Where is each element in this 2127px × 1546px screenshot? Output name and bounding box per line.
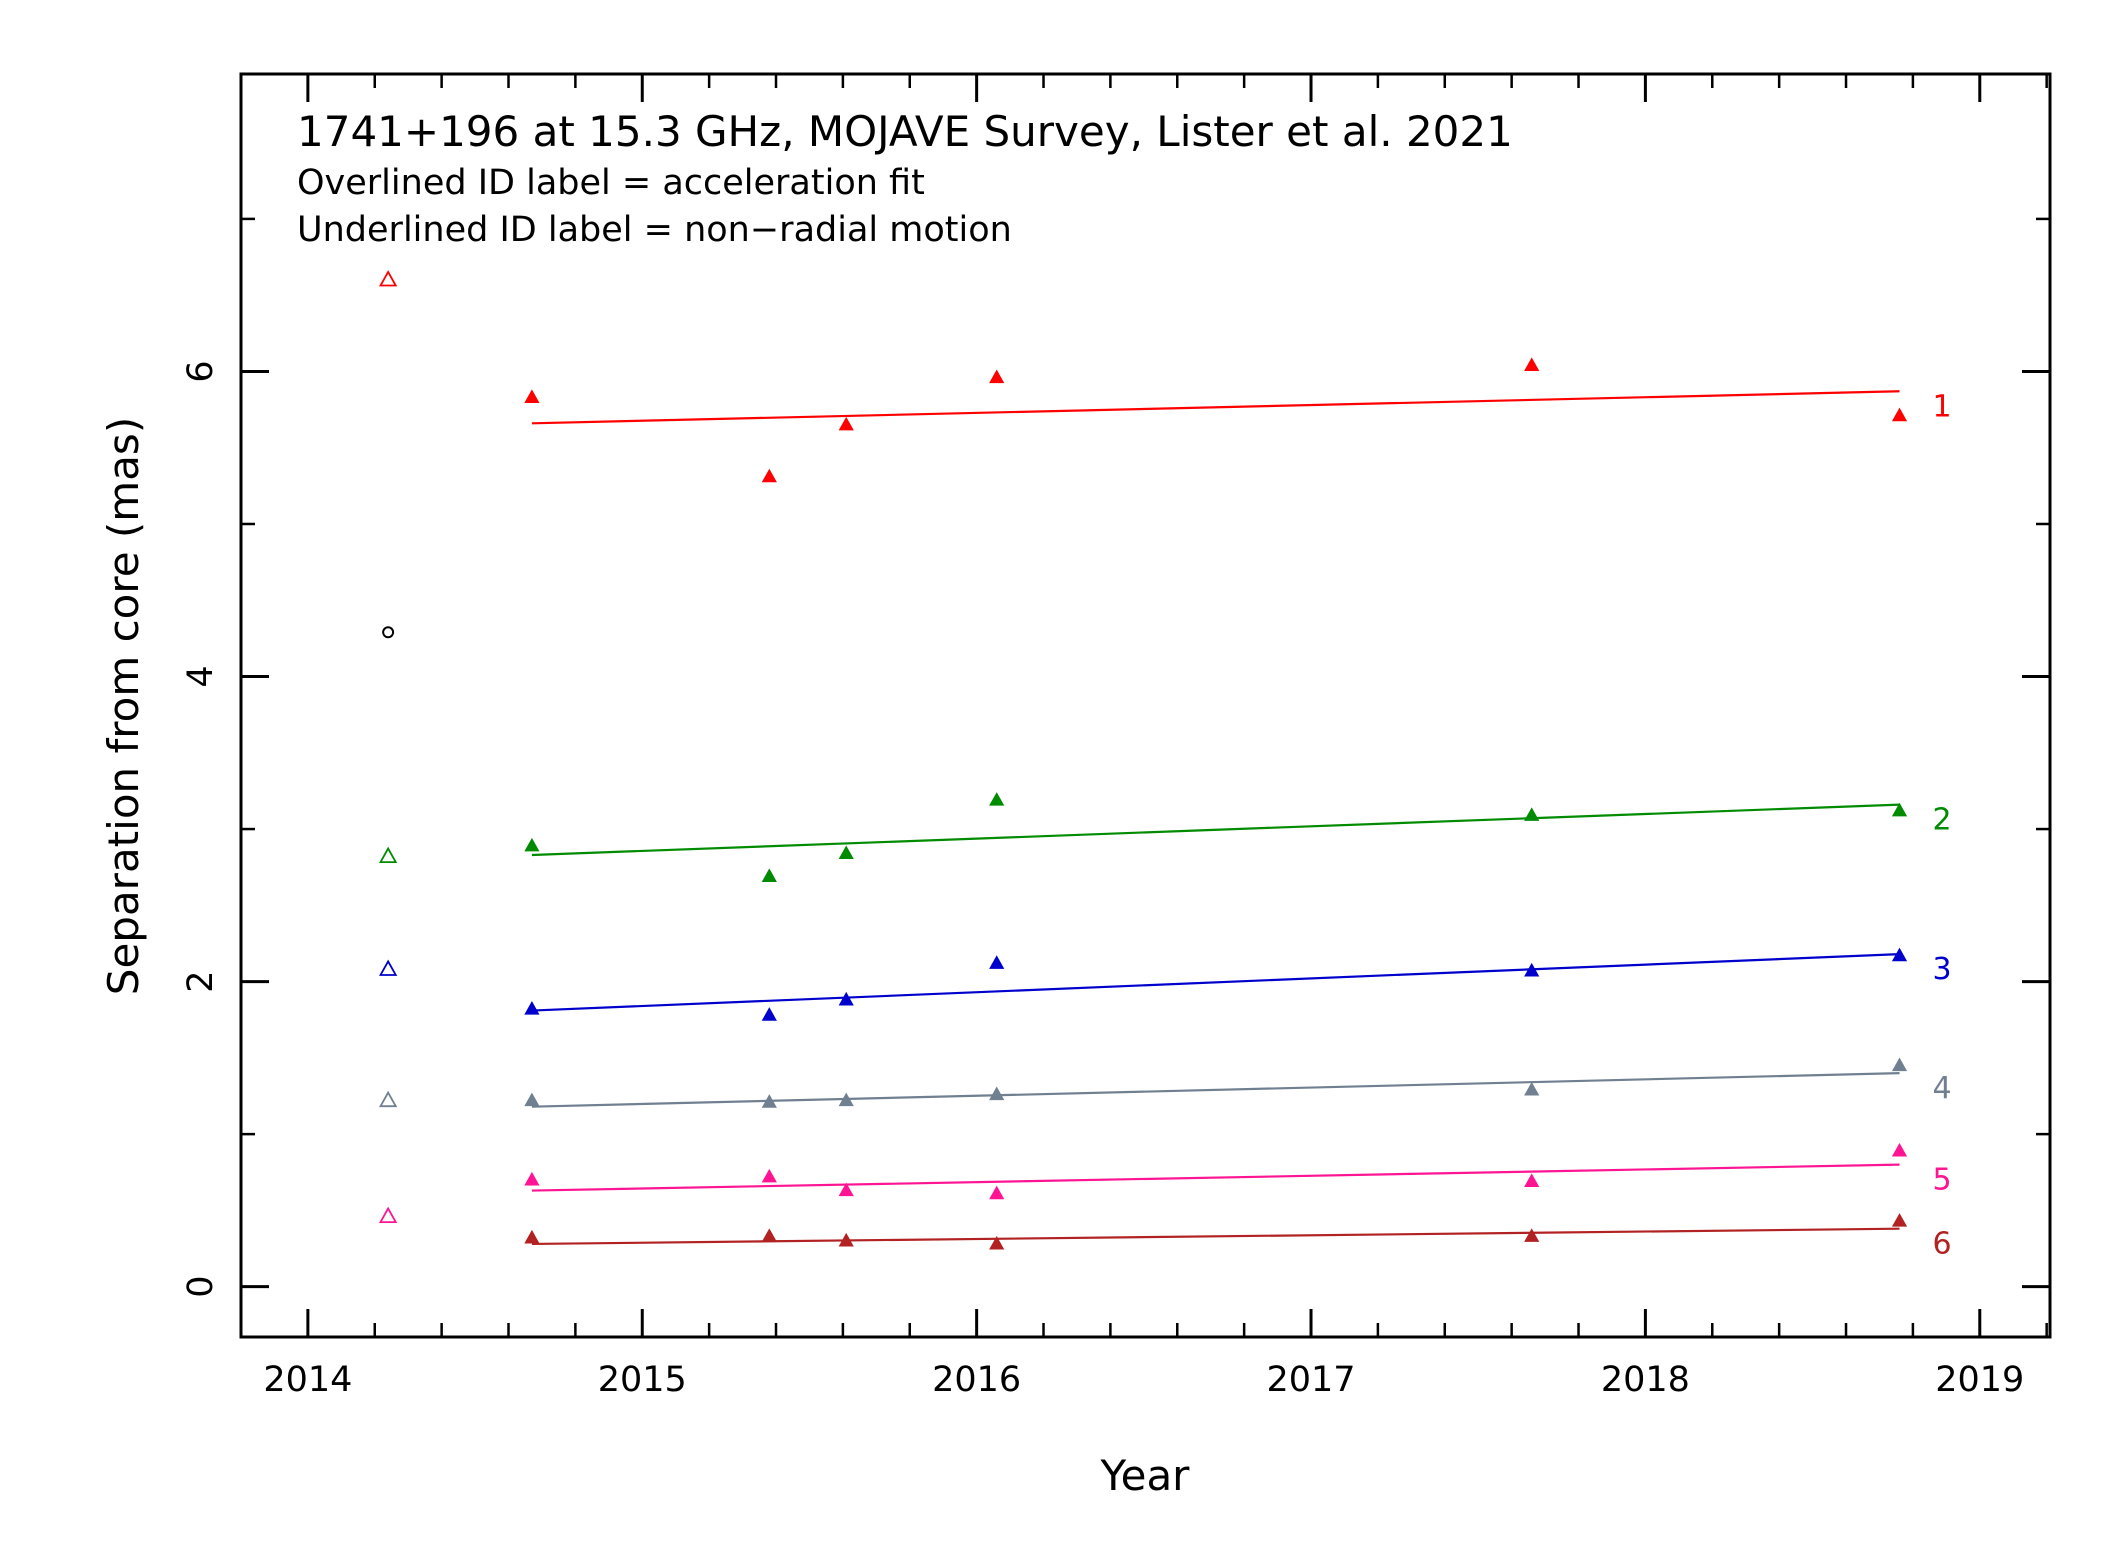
fit-line-5 [531, 1163, 1900, 1192]
point-6 [1524, 1228, 1540, 1242]
x-tick-label: 2016 [932, 1360, 1021, 1400]
open-point-3 [378, 959, 398, 976]
point-5 [838, 1182, 854, 1197]
series-label-2: 2 [1933, 803, 1952, 838]
open-point-2 [378, 846, 398, 864]
open-point-5 [378, 1206, 398, 1223]
chart-title: 1741+196 at 15.3 GHz, MOJAVE Survey, Lis… [297, 107, 1513, 156]
series-label-6: 6 [1933, 1227, 1952, 1262]
series-labels: 1 2 3 4 5 6 [1933, 389, 1952, 1261]
point-2 [989, 792, 1005, 806]
data-points [378, 270, 1908, 1250]
x-tick-label: 2015 [598, 1360, 687, 1400]
open-point-4 [378, 1090, 398, 1108]
point-3 [838, 991, 854, 1006]
point-4 [838, 1092, 854, 1107]
series-label-5: 5 [1933, 1163, 1952, 1198]
fit-line-2 [531, 803, 1900, 857]
open-point-1 [378, 270, 398, 287]
fit-line-3 [531, 953, 1900, 1012]
point-2 [524, 837, 540, 852]
fit-line-4 [531, 1072, 1900, 1108]
point-5 [524, 1171, 540, 1186]
point-3 [524, 1001, 540, 1015]
point-6 [1891, 1213, 1908, 1227]
series-label-1: 1 [1933, 389, 1952, 424]
y-tick-label: 2 [181, 970, 221, 992]
point-1 [1524, 357, 1540, 371]
point-1 [761, 468, 777, 483]
point-2 [838, 845, 854, 860]
open-circle-point [382, 626, 395, 639]
point-2 [1524, 807, 1540, 821]
series-label-3: 3 [1933, 952, 1952, 987]
y-axis-label: Separation from core (mas) [99, 417, 148, 995]
x-tick-label: 2019 [1935, 1360, 2024, 1400]
point-3 [761, 1007, 777, 1021]
fit-line-6 [531, 1227, 1900, 1246]
fit-line-1 [531, 390, 1900, 425]
point-5 [989, 1185, 1005, 1200]
point-4 [761, 1094, 777, 1108]
x-axis-label: Year [1100, 1451, 1191, 1500]
axis-ticks: 2014 2015 2016 2017 2018 2019 0 2 4 6 [181, 74, 2050, 1400]
point-5 [1891, 1142, 1908, 1157]
point-1 [1891, 407, 1908, 422]
x-tick-label: 2014 [263, 1360, 352, 1400]
point-6 [524, 1229, 540, 1244]
point-6 [838, 1232, 854, 1247]
y-tick-label: 4 [181, 665, 221, 687]
plot-frame [239, 72, 2052, 1339]
subtitle-line-1: Overlined ID label = acceleration fit [297, 163, 925, 203]
point-3 [1524, 962, 1540, 977]
point-1 [524, 389, 540, 403]
y-tick-label: 6 [181, 360, 221, 382]
subtitle-line-2: Underlined ID label = non−radial motion [297, 210, 1012, 250]
point-3 [989, 955, 1005, 969]
point-4 [1891, 1057, 1908, 1072]
point-1 [989, 369, 1005, 384]
point-5 [761, 1168, 777, 1183]
x-tick-label: 2018 [1601, 1360, 1690, 1400]
point-1 [838, 416, 854, 431]
series-label-4: 4 [1933, 1071, 1952, 1106]
point-4 [1524, 1081, 1540, 1096]
y-tick-label: 0 [181, 1276, 221, 1298]
point-6 [989, 1235, 1005, 1250]
point-4 [524, 1092, 540, 1107]
point-5 [1524, 1173, 1540, 1188]
point-3 [1891, 947, 1908, 962]
fit-lines [531, 390, 1900, 1246]
point-4 [989, 1086, 1005, 1101]
x-tick-label: 2017 [1266, 1360, 1355, 1400]
point-2 [1891, 802, 1908, 817]
point-6 [761, 1228, 777, 1242]
point-2 [761, 868, 777, 882]
